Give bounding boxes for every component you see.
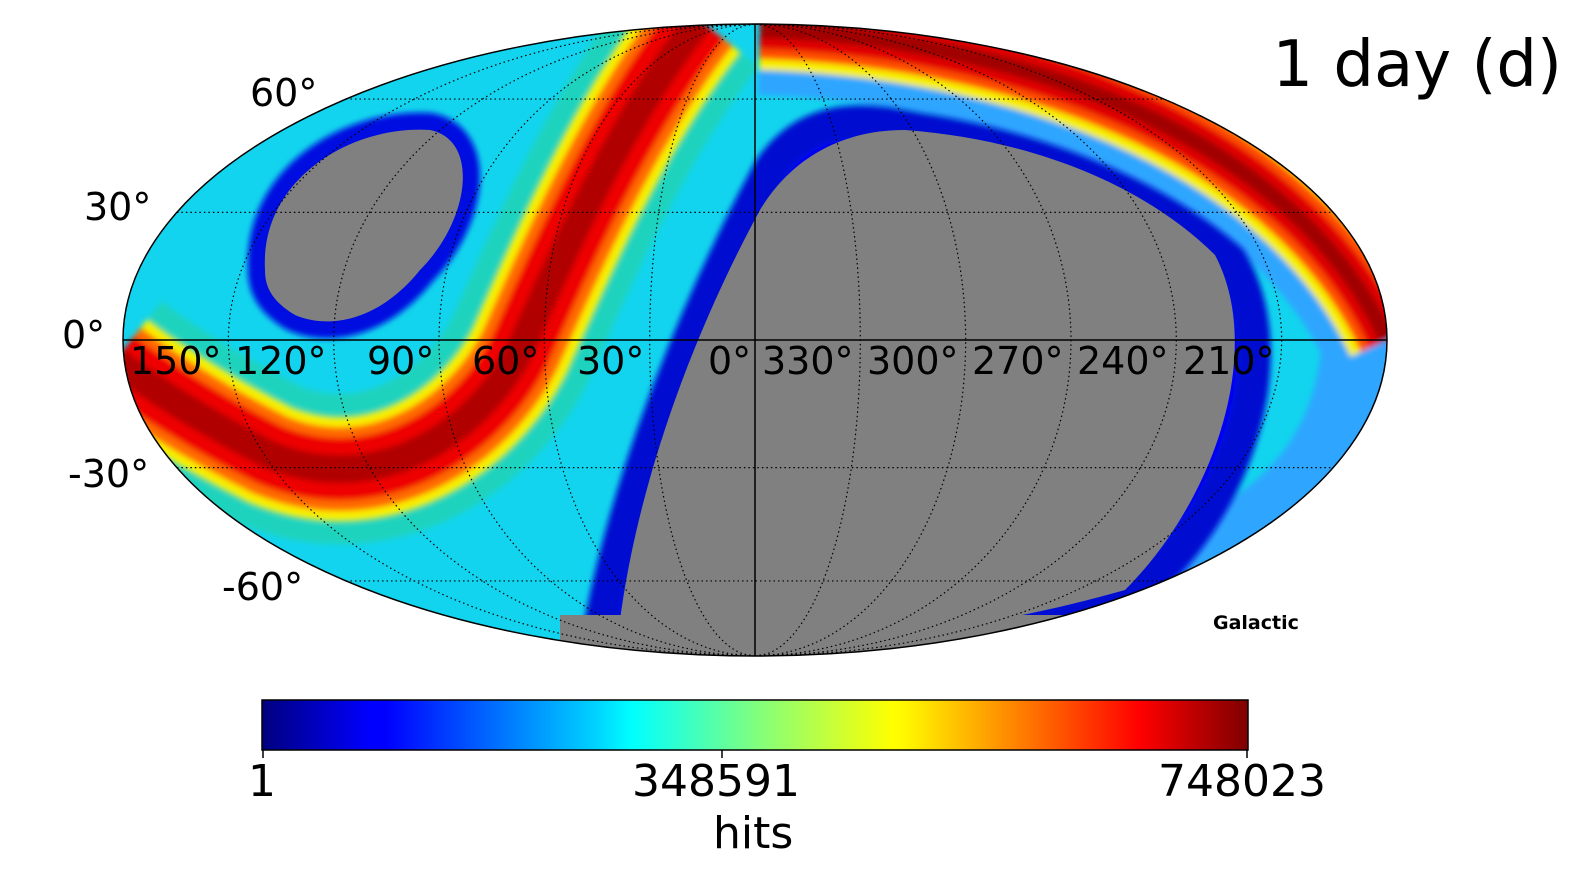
lon-label-0: 0° xyxy=(708,339,752,383)
lon-label-270: 270° xyxy=(972,339,1064,383)
unobserved-region-upper-left xyxy=(247,112,480,339)
coordinate-frame-label: Galactic xyxy=(1213,612,1299,634)
graticule-meridian xyxy=(754,24,1177,656)
chart-title: 1 day (d) xyxy=(1272,28,1562,102)
lon-label-300: 300° xyxy=(867,339,959,383)
lon-label-90: 90° xyxy=(367,339,435,383)
lon-label-210: 210° xyxy=(1183,339,1275,383)
lat-label-minus30: -30° xyxy=(68,452,150,496)
unobserved-region-right xyxy=(560,105,1271,656)
colorbar-label: hits xyxy=(713,808,794,859)
lon-label-330: 330° xyxy=(762,339,854,383)
lon-label-150: 150° xyxy=(130,339,222,383)
band-primary xyxy=(123,24,760,545)
colorbar-max-label: 748023 xyxy=(1158,756,1326,807)
colorbar xyxy=(261,699,1249,751)
colorbar-mid-label: 348591 xyxy=(632,756,800,807)
lon-label-120: 120° xyxy=(235,339,327,383)
lat-label-minus60: -60° xyxy=(222,565,304,609)
colorbar-min-label: 1 xyxy=(248,756,276,807)
graticule-meridian xyxy=(754,24,1283,656)
lat-label-0: 0° xyxy=(62,313,106,357)
lat-label-60: 60° xyxy=(250,71,318,115)
graticule-meridian xyxy=(333,24,756,656)
lon-label-60: 60° xyxy=(472,339,540,383)
graticule-meridian xyxy=(227,24,756,656)
map-layer xyxy=(123,24,1387,656)
lon-label-30: 30° xyxy=(577,339,645,383)
lon-label-240: 240° xyxy=(1077,339,1169,383)
lat-label-30: 30° xyxy=(84,185,152,229)
